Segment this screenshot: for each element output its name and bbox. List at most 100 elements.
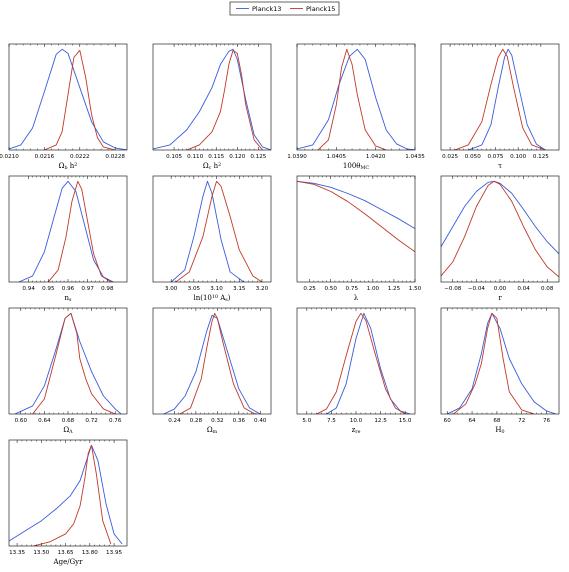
- panel-frame: [8, 43, 128, 151]
- series-planck15-param: [297, 180, 415, 253]
- axis-label-m: Ωm: [207, 426, 218, 435]
- tick-label: 13.65: [58, 550, 74, 556]
- tick-label: 0.40: [254, 418, 267, 424]
- series-planck15-m: [179, 312, 256, 414]
- panel-param: 0.025 0.050 0.075 0.100 0.125 τ: [440, 43, 560, 170]
- axis-label-ln-10-10-a-s: ln(1010 As): [194, 294, 231, 303]
- tick-label: 1.00: [367, 286, 380, 292]
- tick-label: 0.08: [541, 286, 554, 292]
- tick-label: 13.35: [9, 550, 25, 556]
- tick-label: 0.0216: [35, 154, 55, 160]
- tick-label: 0.28: [190, 418, 203, 424]
- panel-param: 0.25 0.50 0.75 1.00 1.25 1.50 λ: [296, 175, 422, 302]
- tick-label: 0.00: [494, 286, 507, 292]
- tick-label: 0.110: [187, 154, 203, 160]
- tick-label: 0.0228: [105, 154, 125, 160]
- axis-label-100-mc: 100θMC: [343, 162, 369, 171]
- legend-frame: [229, 1, 340, 16]
- tick-label: 0.050: [465, 154, 481, 160]
- panel-frame: [296, 43, 416, 151]
- series-planck15-h-0: [453, 312, 535, 414]
- axis-label-param: ΩΛ: [63, 426, 73, 435]
- tick-label: 0.95: [42, 286, 55, 292]
- series-planck13-n-s: [18, 180, 114, 282]
- legend-label-planck13: Planck13: [252, 5, 281, 13]
- tick-label: 13.50: [33, 550, 49, 556]
- panel-age-gyr: 13.35 13.50 13.65 13.80 13.95 Age/Gyr: [8, 439, 128, 566]
- tick-label: 0.32: [211, 418, 223, 424]
- tick-label: 0.025: [442, 154, 458, 160]
- axis-label-n-s: ns: [65, 294, 73, 303]
- tick-label: 68: [493, 418, 501, 424]
- tick-label: 0.50: [324, 286, 337, 292]
- tick-label: 1.25: [388, 286, 401, 292]
- tick-label: 15.0: [399, 418, 412, 424]
- axis-label-c-h-2: Ωc h2: [203, 162, 221, 171]
- axis-label-b-h-2: Ωb h2: [59, 162, 78, 171]
- panel-h-0: 60 64 68 72 76 H0: [440, 307, 560, 435]
- series-planck13-param: [297, 180, 415, 230]
- panel-frame: [296, 175, 416, 283]
- tick-label: −0.04: [468, 286, 486, 292]
- series-planck15-100-mc: [317, 48, 387, 150]
- tick-label: 13.80: [82, 550, 98, 556]
- tick-label: 0.04: [517, 286, 530, 292]
- series-planck13-b-h-2: [9, 48, 127, 150]
- tick-label: 3.15: [233, 286, 246, 292]
- tick-label: 0.96: [62, 286, 75, 292]
- tick-label: 0.97: [81, 286, 94, 292]
- series-planck15-param: [454, 48, 546, 150]
- tick-label: 0.60: [15, 418, 28, 424]
- tick-label: 72: [518, 418, 525, 424]
- tick-label: 0.25: [303, 286, 316, 292]
- tick-label: 0.125: [533, 154, 549, 160]
- tick-label: 1.50: [409, 286, 422, 292]
- series-planck15-param: [32, 312, 116, 414]
- series-planck13-r: [441, 180, 559, 255]
- tick-label: 0.125: [250, 154, 266, 160]
- tick-label: 0.98: [101, 286, 114, 292]
- axis-label-age-gyr: Age/Gyr: [53, 558, 84, 566]
- tick-label: 60: [444, 418, 452, 424]
- panel-r: −0.08 −0.04 0.00 0.04 0.08 r: [440, 175, 560, 302]
- panel-m: 0.24 0.28 0.32 0.36 0.40 Ωm: [152, 307, 272, 435]
- tick-label: 0.68: [62, 418, 75, 424]
- panel-frame: [8, 307, 128, 415]
- axis-label-r: r: [498, 294, 502, 302]
- panel-c-h-2: 0.105 0.110 0.115 0.120 0.125 Ωc h2: [152, 43, 272, 171]
- series-planck13-h-0: [447, 312, 557, 414]
- tick-label: 0.115: [208, 154, 224, 160]
- panel-frame: [152, 175, 272, 283]
- series-planck15-z-re: [316, 312, 406, 414]
- tick-label: 0.075: [487, 154, 503, 160]
- panel-ln-10-10-a-s: 3.00 3.05 3.10 3.15 3.20 ln(1010 As): [152, 175, 272, 303]
- tick-label: 0.94: [22, 286, 35, 292]
- tick-label: 0.0210: [0, 154, 19, 160]
- tick-label: 3.05: [188, 286, 201, 292]
- series-planck15-ln-10-10-a-s: [175, 180, 263, 282]
- panel-frame: [152, 307, 272, 415]
- tick-label: 5.0: [302, 418, 311, 424]
- tick-label: 1.0420: [366, 154, 386, 160]
- tick-label: 12.5: [374, 418, 387, 424]
- axis-label-h-0: H0: [495, 426, 504, 435]
- panel-n-s: 0.94 0.95 0.96 0.97 0.98 ns: [8, 175, 128, 303]
- panel-frame: [440, 175, 560, 283]
- series-planck13-z-re: [326, 312, 411, 414]
- tick-label: 3.00: [165, 286, 178, 292]
- tick-label: 13.95: [106, 550, 122, 556]
- tick-label: 3.10: [210, 286, 223, 292]
- tick-label: 0.36: [233, 418, 246, 424]
- tick-label: 64: [468, 418, 476, 424]
- panel-b-h-2: 0.0210 0.0216 0.0222 0.0228 Ωb h2: [0, 43, 128, 171]
- legend-label-planck15: Planck15: [306, 5, 335, 13]
- tick-label: 0.120: [229, 154, 245, 160]
- series-planck15-n-s: [47, 180, 112, 282]
- tick-label: 0.0222: [70, 154, 90, 160]
- series-planck13-param: [468, 48, 546, 150]
- series-planck13-c-h-2: [153, 48, 271, 150]
- panel-frame: [8, 439, 128, 547]
- series-planck13-100-mc: [297, 48, 415, 150]
